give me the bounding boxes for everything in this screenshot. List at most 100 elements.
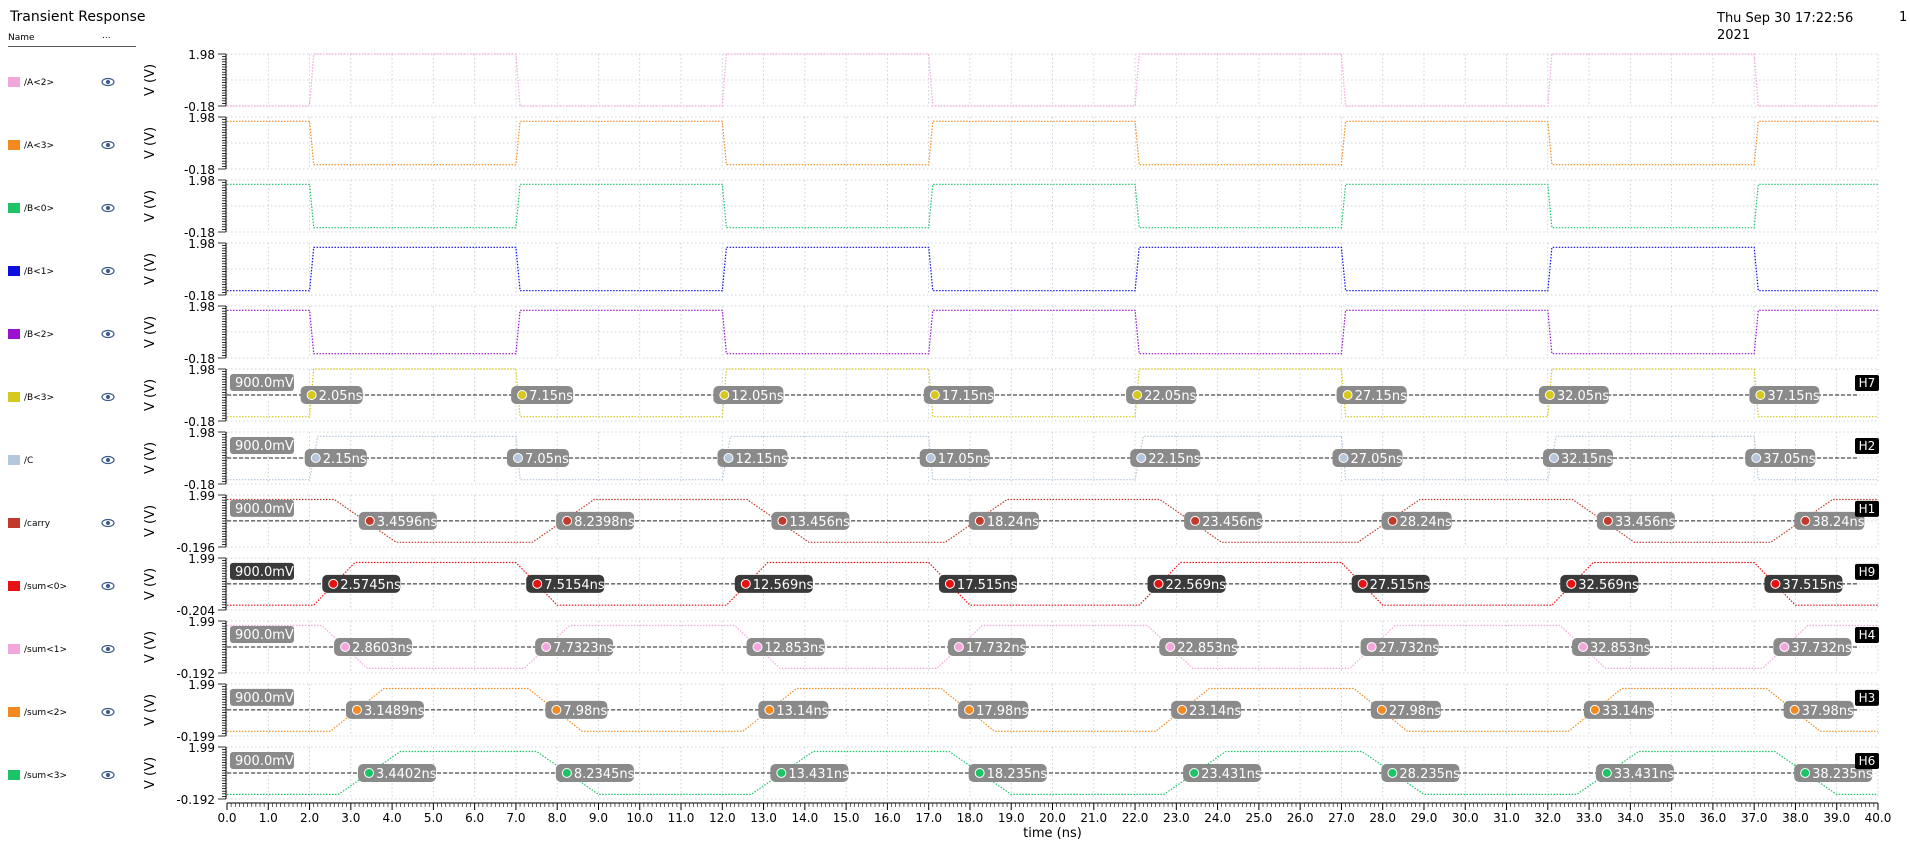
crossing-label: 38.235ns: [1812, 767, 1873, 782]
x-tick-label: 39.0: [1823, 811, 1850, 825]
visibility-eye-icon[interactable]: [101, 265, 115, 277]
legend-item[interactable]: /B<2>: [8, 328, 118, 344]
visibility-eye-icon[interactable]: [101, 706, 115, 718]
level-label: 900.0mV: [235, 502, 294, 517]
level-label: 900.0mV: [235, 439, 294, 454]
legend-item[interactable]: /carry: [8, 517, 118, 533]
x-tick-label: 8.0: [548, 811, 567, 825]
y-axis-label: V (V): [143, 694, 158, 726]
marker-badge: [1855, 375, 1879, 391]
x-tick-label: 24.0: [1204, 811, 1231, 825]
legend-item[interactable]: /B<3>: [8, 391, 118, 407]
legend-header-more[interactable]: ...: [102, 31, 111, 41]
crossing-label: 33.431ns: [1614, 767, 1675, 782]
legend-item[interactable]: /A<2>: [8, 76, 118, 92]
crossing-marker: [1366, 641, 1377, 652]
visibility-eye-icon[interactable]: [101, 328, 115, 340]
crossing-marker: [953, 641, 964, 652]
crossing-label: 37.05ns: [1763, 452, 1815, 467]
timestamp: Thu Sep 30 17:22:56 2021: [1717, 11, 1854, 43]
y-tick-label: 1.98: [188, 111, 215, 125]
crossing-badge: [758, 700, 829, 719]
crossing-label: 17.732ns: [966, 641, 1027, 656]
x-tick-label: 17.0: [915, 811, 942, 825]
legend-label: /B<2>: [24, 330, 55, 340]
legend-swatch: [8, 392, 20, 402]
visibility-eye-icon[interactable]: [101, 769, 115, 781]
x-tick-label: 31.0: [1493, 811, 1520, 825]
crossing-marker: [1602, 515, 1613, 526]
marker-label: H1: [1859, 502, 1876, 516]
y-tick-label: -0.18: [184, 289, 215, 303]
x-tick-label: 26.0: [1287, 811, 1314, 825]
crossing-badge: [713, 386, 784, 404]
crossing-badge: [923, 386, 994, 404]
y-axis-label: V (V): [143, 442, 158, 474]
crossing-badge: [1596, 511, 1675, 530]
x-tick-label: 33.0: [1576, 811, 1603, 825]
crossing-marker: [974, 767, 985, 778]
y-tick-label: 1.99: [188, 489, 215, 503]
crossing-label: 12.15ns: [735, 452, 787, 467]
y-tick-label: 1.98: [188, 300, 215, 314]
crossing-marker: [964, 704, 975, 715]
legend-item[interactable]: /sum<1>: [8, 643, 118, 659]
crossing-badge: [1773, 637, 1852, 656]
panel-11: 1.99 -0.192 V (V) 900.0mV 3.4402ns 8.2345ns 13…: [143, 741, 1879, 807]
panel-0: 1.98 -0.18 V (V): [143, 48, 1879, 114]
crossing-marker: [1566, 578, 1577, 589]
y-tick-label: -0.196: [176, 541, 215, 555]
crossing-marker: [1165, 641, 1176, 652]
crossing-label: 23.431ns: [1201, 767, 1262, 782]
crossing-label: 17.515ns: [957, 578, 1018, 593]
crossing-badge: [968, 511, 1039, 530]
level-label: 900.0mV: [235, 628, 294, 643]
crossing-marker: [1755, 390, 1766, 400]
legend-item[interactable]: /C: [8, 454, 118, 470]
legend-item[interactable]: /A<3>: [8, 139, 118, 155]
crossing-badge: [1147, 574, 1226, 593]
legend-label: /A<2>: [24, 78, 54, 88]
visibility-eye-icon[interactable]: [101, 517, 115, 529]
legend-label: /B<0>: [24, 204, 55, 214]
crossing-marker: [364, 515, 375, 526]
legend-item[interactable]: /sum<0>: [8, 580, 118, 596]
visibility-eye-icon[interactable]: [101, 202, 115, 214]
visibility-eye-icon[interactable]: [101, 391, 115, 403]
page-number: 1: [1899, 10, 1908, 25]
visibility-eye-icon[interactable]: [101, 76, 115, 88]
visibility-eye-icon[interactable]: [101, 643, 115, 655]
crossing-label: 37.732ns: [1791, 641, 1852, 656]
crossing-marker: [306, 390, 317, 400]
crossing-label: 7.7323ns: [553, 641, 614, 656]
y-tick-label: 1.98: [188, 363, 215, 377]
visibility-eye-icon[interactable]: [101, 139, 115, 151]
crossing-label: 38.24ns: [1812, 515, 1864, 530]
x-tick-label: 38.0: [1782, 811, 1809, 825]
crossing-marker: [1342, 390, 1353, 400]
crossing-marker: [1578, 641, 1589, 652]
crossing-marker: [1357, 578, 1368, 589]
crossing-marker: [1136, 453, 1147, 463]
crossing-label: 22.15ns: [1148, 452, 1200, 467]
marker-badge: [1855, 500, 1879, 517]
crossing-marker: [1544, 390, 1555, 400]
legend-item[interactable]: /sum<2>: [8, 706, 118, 722]
legend-label: /B<3>: [24, 393, 55, 403]
legend-item[interactable]: /sum<3>: [8, 769, 118, 785]
legend-swatch: [8, 266, 20, 276]
crossing-label: 27.732ns: [1379, 641, 1440, 656]
x-tick-label: 13.0: [750, 811, 777, 825]
x-tick-label: 37.0: [1741, 811, 1768, 825]
crossing-badge: [1783, 700, 1854, 719]
crossing-marker: [1387, 767, 1398, 778]
legend-item[interactable]: /B<1>: [8, 265, 118, 281]
x-tick-label: 11.0: [668, 811, 695, 825]
visibility-eye-icon[interactable]: [101, 580, 115, 592]
crossing-badge: [1583, 700, 1654, 719]
visibility-eye-icon[interactable]: [101, 454, 115, 466]
legend-item[interactable]: /B<0>: [8, 202, 118, 218]
crossing-label: 13.14ns: [776, 704, 828, 719]
crossing-marker: [1779, 641, 1790, 652]
